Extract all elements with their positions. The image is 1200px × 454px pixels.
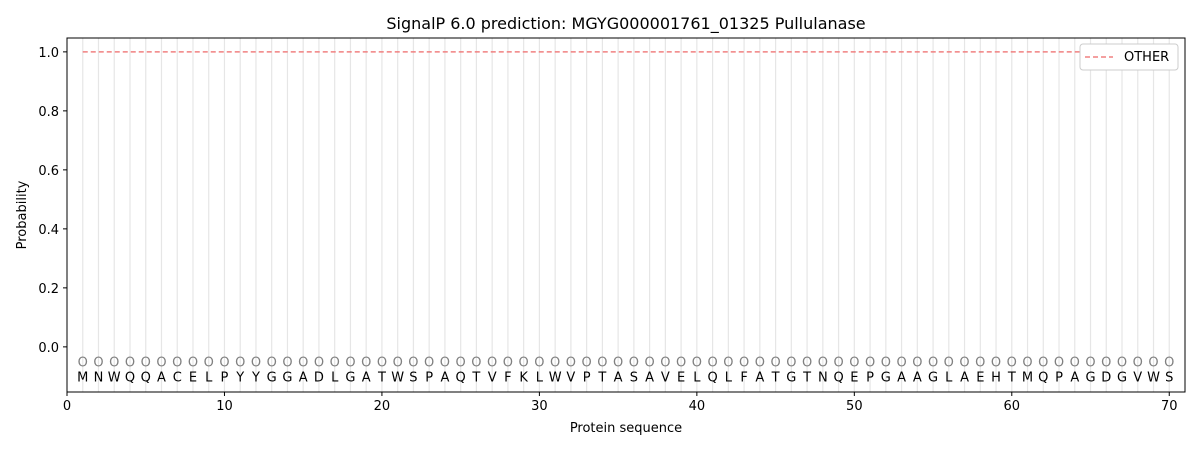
x-tick-label: 30 <box>531 399 548 414</box>
y-tick-label: 0.4 <box>38 223 59 238</box>
x-tick-label: 40 <box>689 399 706 414</box>
x-tick-label: 50 <box>846 399 863 414</box>
y-tick-label: 0.0 <box>38 341 59 356</box>
x-tick-label: 10 <box>216 399 233 414</box>
y-tick-label: 0.8 <box>38 105 59 120</box>
chart-title: SignalP 6.0 prediction: MGYG000001761_01… <box>386 14 865 34</box>
y-tick-label: 1.0 <box>38 46 59 61</box>
legend-label-other: OTHER <box>1124 50 1169 65</box>
y-axis-label: Probability <box>15 180 30 249</box>
x-tick-label: 0 <box>63 399 71 414</box>
sequence-labels: MNWQQACELPYYGGADLGATWSPAQTVFKLWVPTASAVEL… <box>77 370 1173 385</box>
x-axis-label: Protein sequence <box>570 421 682 436</box>
y-tick-label: 0.6 <box>38 164 59 179</box>
x-tick-label: 20 <box>374 399 391 414</box>
x-tick-label: 60 <box>1004 399 1021 414</box>
x-tick-label: 70 <box>1161 399 1178 414</box>
region-labels: OOOOOOOOOOOOOOOOOOOOOOOOOOOOOOOOOOOOOOOO… <box>78 356 1175 371</box>
y-tick-label: 0.2 <box>38 282 59 297</box>
plot-frame <box>66 37 1186 393</box>
legend: OTHER <box>1079 43 1179 71</box>
